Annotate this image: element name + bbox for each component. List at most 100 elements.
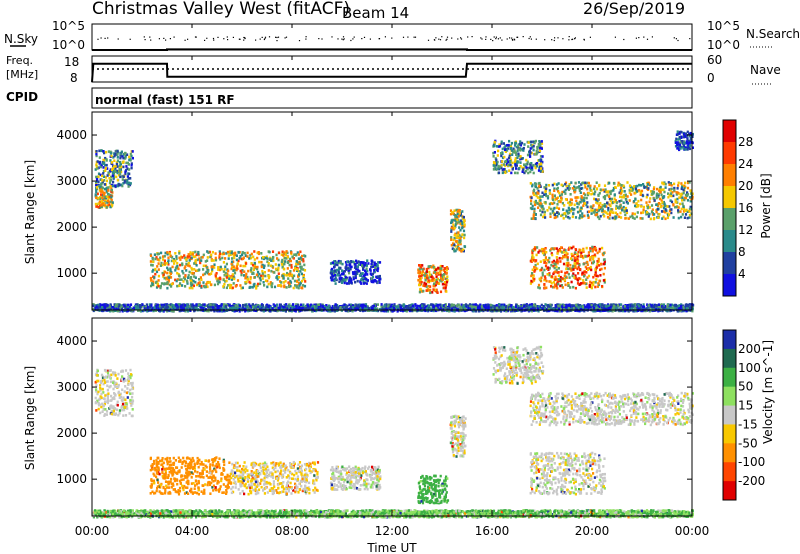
heatmap-cell [170, 259, 173, 263]
heatmap-cell [207, 272, 211, 276]
heatmap-cell [677, 209, 680, 212]
heatmap-cell [99, 197, 102, 201]
heatmap-cell [418, 275, 421, 278]
heatmap-cell [372, 265, 375, 268]
heatmap-cell [513, 149, 516, 153]
heatmap-cell [574, 286, 577, 290]
heatmap-cell [272, 255, 275, 259]
heatmap-cell [121, 161, 124, 164]
heatmap-cell [290, 263, 293, 267]
noise-search-point [285, 36, 288, 38]
heatmap-cell [453, 248, 456, 252]
heatmap-cell [225, 286, 228, 290]
heatmap-cell [566, 210, 569, 213]
heatmap-cell [340, 276, 343, 280]
heatmap-cell [121, 178, 124, 181]
heatmap-cell [152, 260, 155, 264]
heatmap-cell [644, 185, 647, 189]
heatmap-cell [337, 259, 340, 263]
heatmap-cell [218, 256, 221, 260]
noise-search-point [195, 36, 197, 38]
heatmap-cell [497, 171, 501, 175]
heatmap-cell [589, 184, 592, 188]
heatmap-cell [551, 285, 555, 289]
heatmap-cell [462, 217, 465, 220]
heatmap-cell [302, 258, 305, 261]
heatmap-cell [526, 153, 530, 157]
heatmap-cell [688, 207, 691, 211]
heatmap-cell [629, 215, 632, 219]
heatmap-cell [568, 183, 571, 186]
heatmap-cell [619, 192, 622, 195]
heatmap-cell [451, 247, 454, 250]
heatmap-cell [432, 264, 435, 268]
heatmap-cell [105, 189, 108, 192]
heatmap-cell [567, 284, 570, 287]
heatmap-cell [555, 187, 559, 191]
heatmap-cell [277, 272, 280, 275]
heatmap-cell [423, 281, 426, 285]
heatmap-cell [439, 290, 443, 294]
heatmap-cell [128, 181, 131, 185]
heatmap-cell [341, 280, 344, 283]
heatmap-cell [688, 146, 691, 150]
heatmap-cell [350, 260, 353, 264]
heatmap-cell [570, 252, 573, 256]
heatmap-cell [346, 266, 349, 270]
heatmap-cell [116, 165, 119, 168]
heatmap-cell [563, 278, 566, 282]
heatmap-cell [268, 257, 271, 261]
heatmap-cell [270, 283, 273, 286]
heatmap-cell [159, 284, 162, 288]
heatmap-cell [582, 250, 585, 253]
heatmap-cell [667, 181, 670, 184]
heatmap-cell [286, 271, 289, 275]
heatmap-cell [582, 262, 585, 266]
heatmap-cell [574, 188, 577, 192]
noise-search-point [562, 38, 564, 40]
heatmap-cell [583, 183, 587, 186]
heatmap-cell [550, 281, 553, 285]
heatmap-cell [195, 258, 198, 262]
heatmap-cell [159, 286, 162, 290]
heatmap-cell [587, 254, 590, 257]
heatmap-cell [266, 279, 269, 283]
heatmap-cell [203, 284, 206, 288]
heatmap-cell [169, 254, 172, 258]
heatmap-cell [280, 260, 283, 263]
heatmap-cell [168, 252, 171, 255]
heatmap-cell [232, 269, 235, 272]
heatmap-cell [353, 266, 357, 269]
heatmap-cell [684, 134, 687, 138]
heatmap-cell [234, 285, 237, 288]
heatmap-cell [555, 260, 558, 264]
heatmap-cell [502, 142, 505, 145]
heatmap-cell [509, 152, 512, 156]
heatmap-cell [677, 210, 680, 214]
heatmap-cell [568, 203, 571, 207]
heatmap-cell [639, 217, 642, 220]
heatmap-cell [122, 182, 125, 185]
noise-search-point [495, 36, 497, 38]
heatmap-cell [119, 175, 122, 179]
heatmap-cell [691, 195, 694, 199]
noise-search-point [511, 39, 513, 41]
heatmap-cell [518, 167, 521, 170]
heatmap-cell [301, 254, 304, 258]
heatmap-cell [530, 140, 533, 144]
heatmap-cell [289, 284, 292, 288]
heatmap-cell [205, 270, 208, 274]
noise-search-point [391, 37, 393, 39]
heatmap-cell [253, 263, 257, 267]
heatmap-cell [450, 243, 453, 247]
heatmap-cell [620, 184, 623, 187]
heatmap-cell [646, 212, 649, 215]
heatmap-cell [633, 217, 636, 220]
heatmap-cell [300, 258, 303, 261]
heatmap-cell [253, 276, 256, 279]
heatmap-cell [339, 274, 342, 277]
heatmap-cell [544, 201, 547, 204]
heatmap-cell [130, 162, 133, 165]
heatmap-cell [370, 259, 373, 262]
heatmap-cell [188, 270, 191, 274]
